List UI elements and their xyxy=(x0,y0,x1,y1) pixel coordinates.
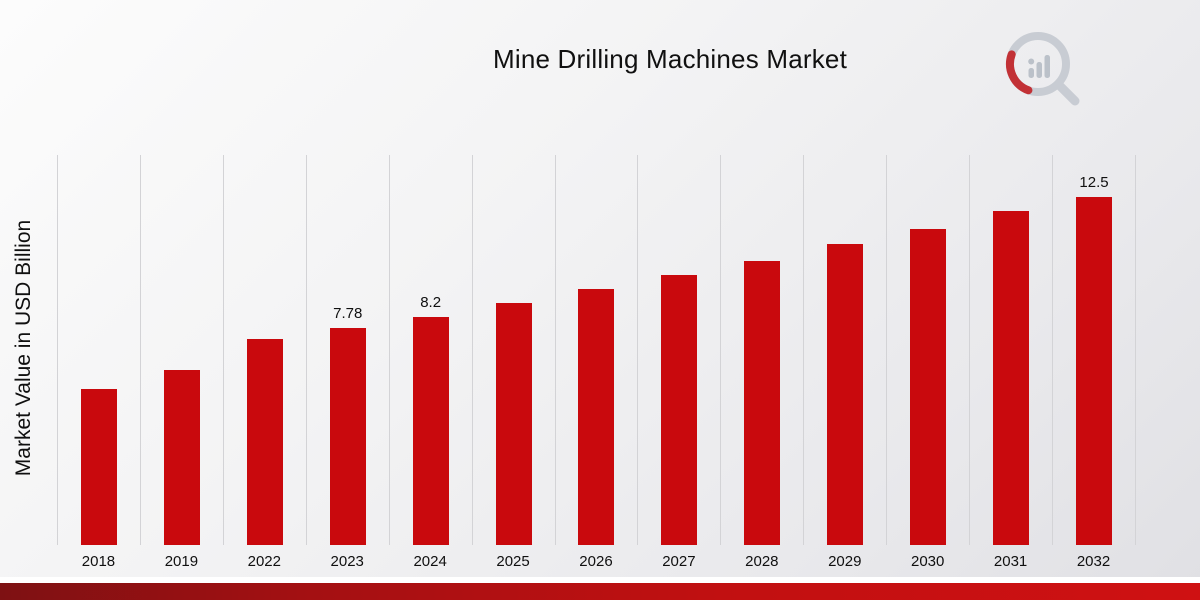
bar-slot-2027 xyxy=(637,155,720,545)
bar-2025 xyxy=(495,302,532,545)
bar-slot-2026 xyxy=(554,155,638,545)
bar-2027 xyxy=(661,274,698,545)
bar-2030 xyxy=(910,228,947,545)
plot-area: 7.78 8.2 12.5 xyxy=(57,155,1136,545)
bar-2024 xyxy=(412,316,449,545)
bar-slot-2032: 12.5 xyxy=(1052,155,1135,545)
x-tick-2025: 2025 xyxy=(496,553,530,570)
logo-bar-small xyxy=(1028,68,1034,78)
x-tick-2022: 2022 xyxy=(247,553,281,570)
bar-slot-2029 xyxy=(803,155,886,545)
logo-bar-tall xyxy=(1044,55,1050,78)
bar-2023 xyxy=(329,328,366,545)
bar-slot-2030 xyxy=(886,155,969,545)
footer-red-band xyxy=(0,583,1200,600)
bar-slot-2022 xyxy=(222,155,306,545)
bar-slot-2018 xyxy=(57,155,140,545)
magnifier-bar-chart-logo-icon xyxy=(996,26,1088,112)
bar-2026 xyxy=(578,288,615,545)
x-tick-2032: 2032 xyxy=(1076,553,1111,570)
chart-title: Mine Drilling Machines Market xyxy=(492,44,848,74)
bar-2019 xyxy=(163,369,200,545)
bar-2032 xyxy=(1076,196,1113,545)
logo-red-arc xyxy=(1006,50,1033,95)
x-tick-2027: 2027 xyxy=(662,553,696,570)
bar-slot-2023: 7.78 xyxy=(305,155,389,545)
bar-2028 xyxy=(744,260,781,545)
bar-2018 xyxy=(80,389,117,545)
bar-2031 xyxy=(993,210,1030,545)
bar-slot-2031 xyxy=(969,155,1052,545)
x-tick-2030: 2030 xyxy=(910,553,945,570)
bar-slot-2019 xyxy=(139,155,223,545)
logo-bar-medium xyxy=(1036,62,1042,78)
bar-slot-2028 xyxy=(720,155,803,545)
bar-slot-2025 xyxy=(471,155,555,545)
logo-handle xyxy=(1054,80,1080,106)
footer-white-strip xyxy=(0,577,1200,583)
bar-2029 xyxy=(827,244,864,545)
bar-2022 xyxy=(246,338,283,545)
y-axis-label: Market Value in USD Billion xyxy=(12,219,35,477)
bar-value-label-2023: 7.78 xyxy=(333,305,363,323)
x-tick-2018: 2018 xyxy=(81,553,116,570)
logo-dot xyxy=(1028,58,1035,65)
x-axis: 2018 2019 2022 2023 2024 2025 2026 2027 2028 2029… xyxy=(57,553,1135,570)
x-tick-2019: 2019 xyxy=(164,553,199,570)
x-tick-2028: 2028 xyxy=(745,553,779,570)
bar-slot-2024: 8.2 xyxy=(388,155,472,545)
x-tick-2031: 2031 xyxy=(993,553,1028,570)
bar-value-label-2024: 8.2 xyxy=(420,293,442,311)
x-tick-2023: 2023 xyxy=(330,553,364,570)
x-tick-2029: 2029 xyxy=(828,553,862,570)
bar-value-label-2032: 12.5 xyxy=(1079,173,1109,191)
x-tick-2026: 2026 xyxy=(579,553,613,570)
x-tick-2024: 2024 xyxy=(413,553,447,570)
